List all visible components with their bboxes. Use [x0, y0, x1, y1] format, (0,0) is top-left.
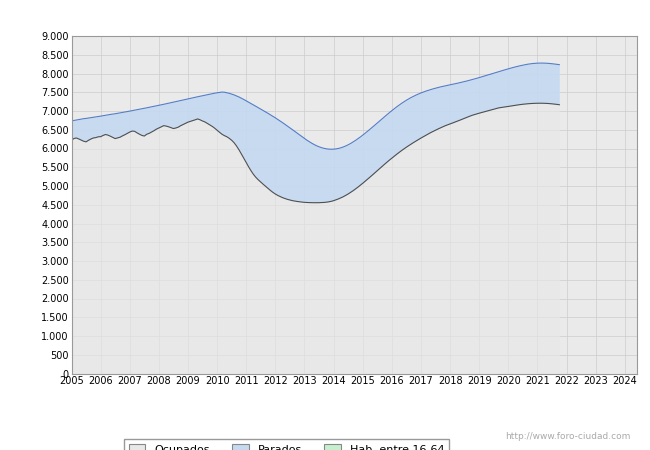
Legend: Ocupados, Parados, Hab. entre 16-64: Ocupados, Parados, Hab. entre 16-64 [124, 439, 448, 450]
Text: Polinyà - Evolucion de la poblacion en edad de Trabajar Mayo de 2024: Polinyà - Evolucion de la poblacion en e… [68, 9, 582, 25]
Text: http://www.foro-ciudad.com: http://www.foro-ciudad.com [505, 432, 630, 441]
